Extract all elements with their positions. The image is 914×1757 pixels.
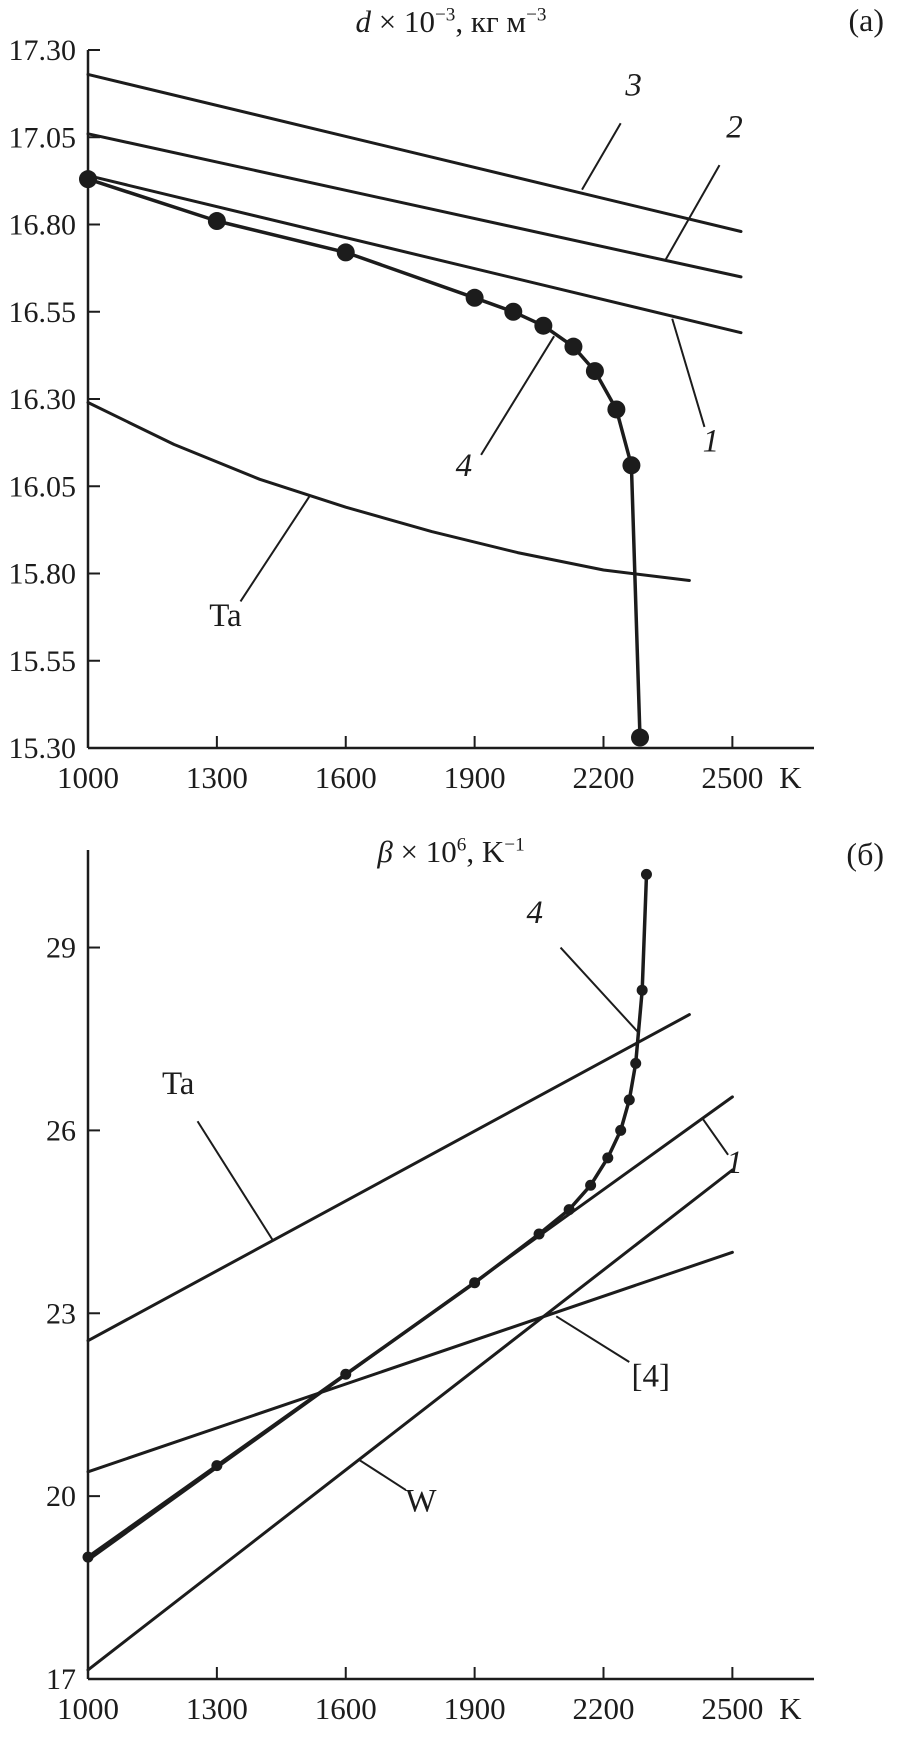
x-tick-label: 1600	[315, 1691, 377, 1726]
annotation-leader-Ta	[239, 496, 311, 602]
series-dot-4	[622, 456, 641, 475]
panel-a-chart-canvas: 15.30 15.55 15.80 16.05 16.30 16.55 16.80 17.05…	[9, 34, 814, 795]
series-dot-4	[211, 1460, 223, 1472]
annotation-leader-W	[358, 1458, 407, 1491]
y-tick-label: 16.30	[9, 383, 77, 416]
series-dot-4	[630, 1057, 642, 1069]
annotation-label-[4]: [4]	[632, 1358, 670, 1394]
panel-b-title-units: , K	[466, 834, 505, 869]
panel-a-title-exponent: −3	[434, 4, 456, 26]
annotation-leader-1	[671, 318, 706, 428]
annotation-label-1: 1	[726, 1145, 743, 1181]
x-axis-unit: K	[779, 1691, 802, 1726]
y-tick-label: 17.05	[9, 121, 77, 154]
series-dot-4	[636, 984, 648, 996]
series-dot-4	[585, 1179, 597, 1191]
series-dot-4	[615, 1124, 627, 1136]
series-line-4	[86, 177, 642, 740]
x-tick-label: 1900	[444, 760, 506, 795]
y-tick-label: 23	[46, 1297, 76, 1330]
panel-b-chart-canvas: 17 20 23 26 29 1000 1300 1600 1900 2200 2500 K 4 Ta 1 […	[46, 850, 814, 1726]
annotation-leader-4	[559, 946, 640, 1034]
series-dot-4	[623, 1094, 635, 1106]
panel-b: β × 106, K−1 (б) 17 20 23 26 29 1000 1300 1600 1…	[0, 810, 914, 1757]
series-dot-4	[585, 362, 604, 381]
series-dot-4	[563, 1204, 575, 1216]
panel-a-corner-label: (а)	[848, 2, 884, 38]
panel-b-title-exponent: 6	[456, 834, 467, 856]
series-dot-4	[602, 1152, 614, 1164]
panel-a-title-units-exponent: −3	[526, 4, 547, 26]
annotation-label-1: 1	[703, 423, 720, 459]
y-tick-label: 17	[46, 1663, 76, 1696]
panel-a-title-variable: d	[355, 4, 371, 39]
y-tick-label: 15.80	[9, 558, 77, 591]
annotation-label-Ta: Ta	[209, 598, 242, 634]
panel-b-title-mid: × 10	[392, 834, 457, 869]
series-dot-4	[534, 316, 553, 335]
series-dot-4	[79, 170, 97, 189]
x-tick-label: 1000	[57, 1691, 119, 1726]
annotation-label-W: W	[405, 1483, 437, 1519]
annotation-label-3: 3	[624, 67, 642, 103]
panel-a-title-units: , кг м	[455, 4, 527, 39]
series-dot-4	[640, 868, 652, 880]
annotation-leader-3	[581, 122, 622, 191]
series-dot-4	[607, 400, 626, 419]
y-tick-label: 16.55	[9, 296, 77, 329]
x-tick-label: 1000	[57, 760, 119, 795]
annotation-label-Ta: Ta	[162, 1066, 195, 1102]
series-dot-4	[469, 1277, 481, 1289]
series-line-3	[86, 72, 743, 233]
x-tick-label: 1300	[186, 760, 248, 795]
x-tick-label: 2200	[573, 760, 635, 795]
annotation-label-2: 2	[726, 109, 743, 145]
series-line-Ta	[86, 1013, 691, 1343]
series-line-2	[86, 132, 743, 279]
series-line-[4]	[86, 1250, 734, 1474]
series-dot-4	[564, 337, 583, 356]
annotation-leader-[4]	[555, 1315, 630, 1363]
series-dot-4	[631, 728, 650, 747]
series-line-1	[86, 174, 743, 335]
y-tick-label: 15.30	[9, 732, 77, 765]
annotation-leader-Ta	[196, 1120, 274, 1241]
panel-b-title: β × 106, K−1	[88, 834, 814, 870]
x-tick-label: 2500	[701, 1691, 763, 1726]
series-line-Ta	[86, 401, 691, 582]
y-tick-label: 26	[46, 1114, 76, 1147]
series-dot-4	[533, 1228, 545, 1240]
panel-a-title-mid: × 10	[370, 4, 435, 39]
panel-a: d × 10−3, кг м−3 (а) 15.30 15.55 15.80 16.0…	[0, 0, 914, 810]
series-dot-4	[504, 302, 523, 321]
annotation-leader-1	[701, 1117, 729, 1156]
y-tick-label: 20	[46, 1480, 76, 1513]
panel-b-title-units-exponent: −1	[504, 834, 525, 856]
series-dot-4	[207, 212, 226, 231]
x-tick-label: 2200	[573, 1691, 635, 1726]
y-tick-label: 16.05	[9, 470, 77, 503]
series-dot-4	[340, 1368, 352, 1380]
x-axis-unit: K	[779, 760, 802, 795]
y-tick-label: 29	[46, 932, 76, 965]
annotation-label-4: 4	[527, 895, 544, 931]
x-tick-label: 1600	[315, 760, 377, 795]
x-tick-label: 1900	[444, 1691, 506, 1726]
y-tick-label: 15.55	[9, 645, 77, 678]
x-tick-label: 2500	[701, 760, 763, 795]
x-tick-label: 1300	[186, 1691, 248, 1726]
series-line-W	[86, 1168, 734, 1672]
y-tick-label: 17.30	[9, 34, 77, 67]
series-dot-4	[465, 288, 484, 307]
series-dot-4	[336, 243, 355, 262]
panel-a-title: d × 10−3, кг м−3	[88, 4, 814, 40]
panel-b-title-variable: β	[377, 834, 393, 869]
annotation-leader-2	[664, 164, 721, 260]
series-dot-4	[82, 1551, 94, 1563]
panel-b-corner-label: (б)	[846, 836, 884, 872]
annotation-label-4: 4	[456, 448, 473, 484]
y-tick-label: 16.80	[9, 209, 77, 242]
annotation-leader-4	[480, 335, 555, 456]
